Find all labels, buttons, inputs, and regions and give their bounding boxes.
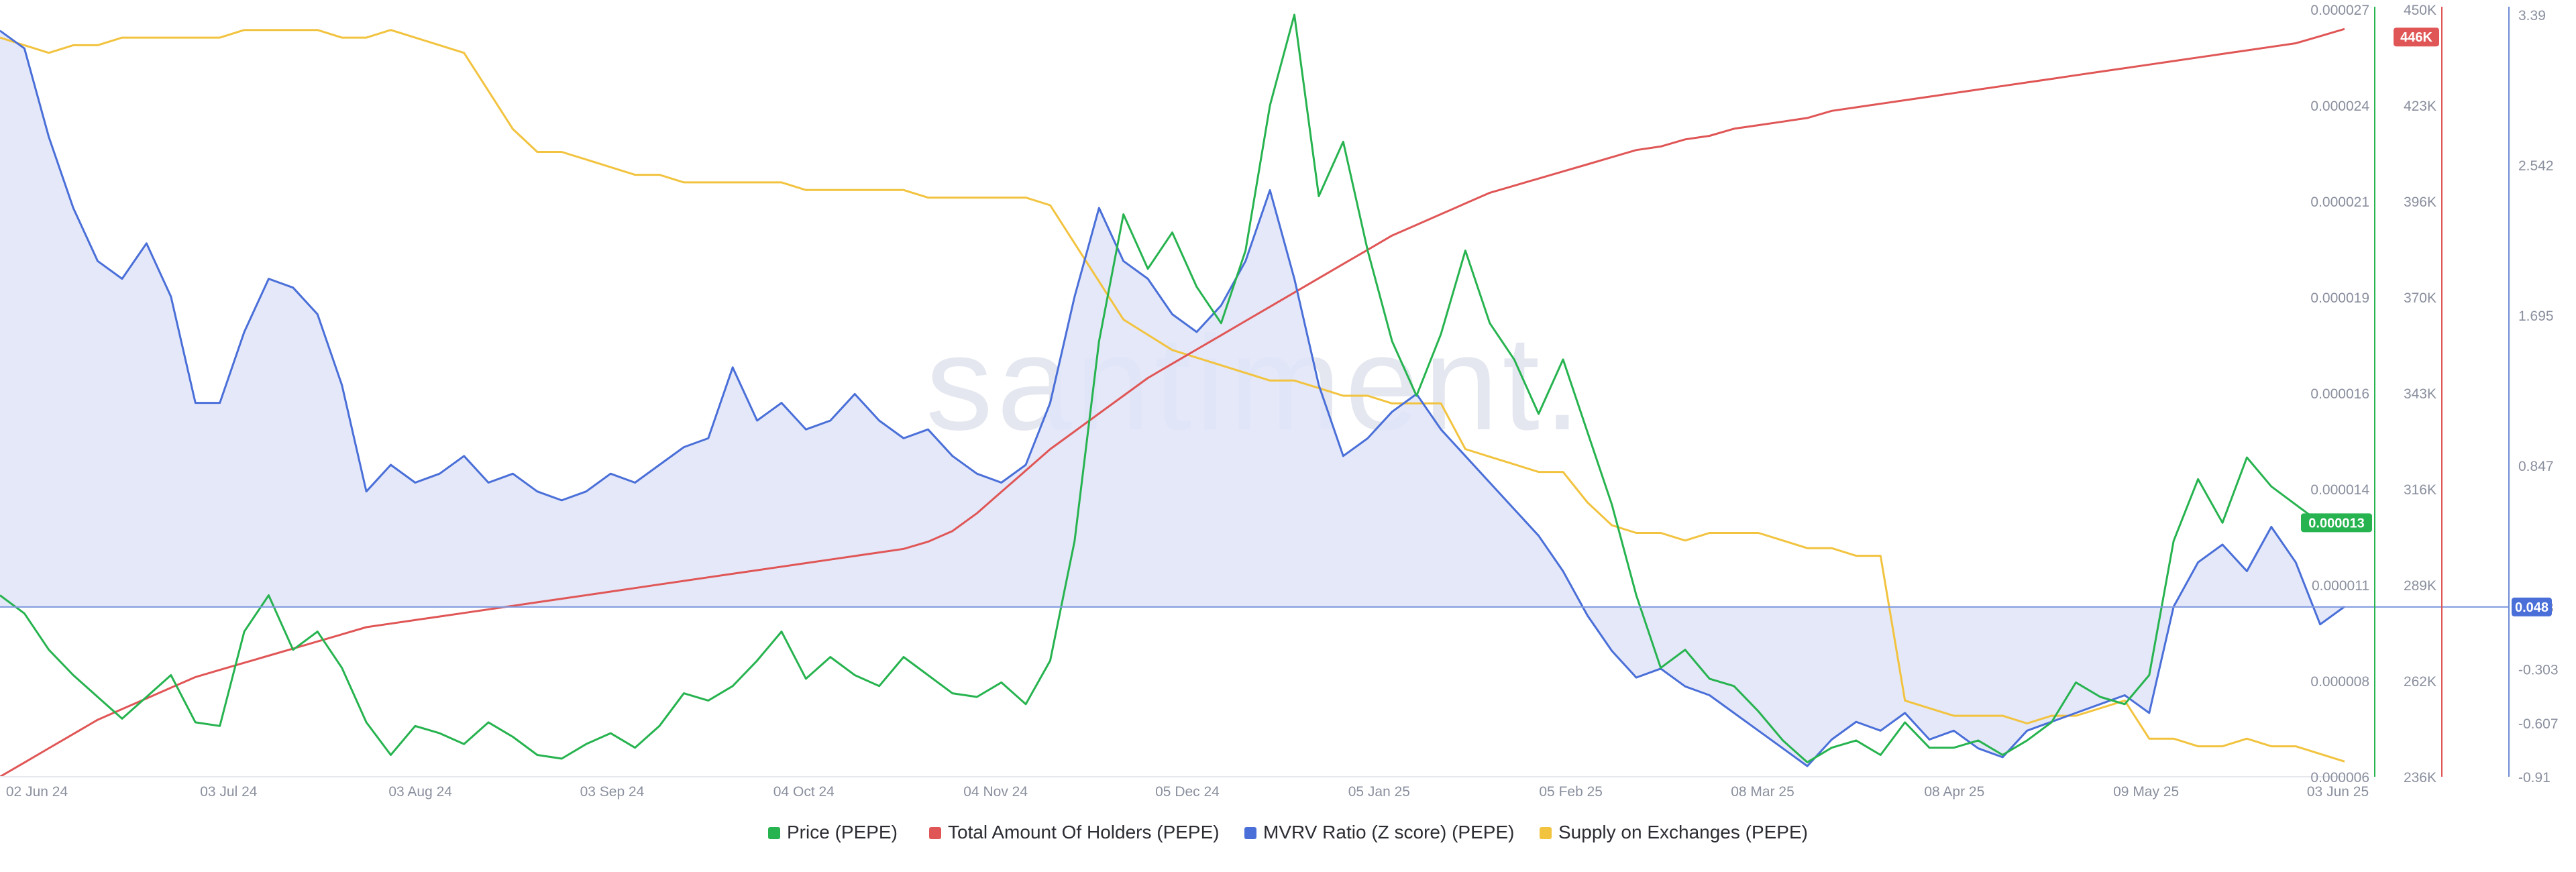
holders-tick-label: 370K <box>2404 290 2436 306</box>
price-tick-label: 0.000014 <box>2310 482 2369 498</box>
mvrv-tick-label: 2.542 <box>2518 158 2554 174</box>
price-current-badge-text: 0.000013 <box>2308 516 2364 531</box>
legend-label: Supply on Exchanges (PEPE) <box>1558 822 1808 842</box>
mvrv-area-layer <box>0 30 2345 767</box>
mvrv-tick-label: -0.607 <box>2518 716 2559 732</box>
x-tick-label: 03 Jul 24 <box>200 784 258 800</box>
legend-label: Price (PEPE) <box>787 822 898 842</box>
price-tick-label: 0.000021 <box>2310 195 2369 210</box>
price-tick-label: 0.000027 <box>2310 3 2369 18</box>
x-tick-label: 04 Nov 24 <box>963 784 1028 800</box>
legend-item[interactable]: Supply on Exchanges (PEPE) <box>1540 822 1808 842</box>
price-current-badge-bg <box>2301 513 2372 533</box>
legend-item[interactable]: MVRV Ratio (Z score) (PEPE) <box>1244 822 1514 842</box>
price-current-badge: 0.000013 <box>2301 513 2372 533</box>
mvrv-tick-label: -0.303 <box>2518 663 2559 678</box>
x-tick-label: 03 Sep 24 <box>580 784 645 800</box>
legend[interactable]: Price (PEPE) Total Amount Of Holders (PEP… <box>768 822 1808 842</box>
x-tick-label: 05 Jan 25 <box>1348 784 1410 800</box>
series-line <box>0 30 2345 767</box>
price-tick-label: 0.000006 <box>2310 770 2369 785</box>
holders-tick-label: 262K <box>2404 674 2436 690</box>
price-tick-label: 0.000008 <box>2310 674 2369 690</box>
price-tick-label: 0.000016 <box>2310 386 2369 402</box>
series-line <box>0 28 2345 778</box>
x-tick-label: 03 Jun 25 <box>2307 784 2369 800</box>
price-tick-label: 0.000011 <box>2312 578 2369 594</box>
legend-swatch <box>929 827 941 839</box>
holders-current-badge: 446K <box>2394 28 2439 47</box>
legend-item[interactable]: Price (PEPE) <box>768 822 898 842</box>
legend-label: MVRV Ratio (Z score) (PEPE) <box>1263 822 1514 842</box>
x-tick-label: 04 Oct 24 <box>773 784 835 800</box>
mvrv-area-fill <box>0 30 2345 767</box>
x-tick-label: 02 Jun 24 <box>6 784 68 800</box>
series-line <box>0 13 2345 763</box>
holders-tick-label: 343K <box>2404 386 2436 402</box>
legend-label: Total Amount Of Holders (PEPE) <box>948 822 1220 842</box>
x-tick-label: 05 Feb 25 <box>1539 784 1603 800</box>
price-tick-label: 0.000024 <box>2310 99 2369 114</box>
legend-swatch <box>1244 827 1256 839</box>
x-tick-label: 08 Apr 25 <box>1924 784 1984 800</box>
holders-tick-label: 236K <box>2404 770 2436 785</box>
x-axis-labels: 02 Jun 24 03 Jul 24 03 Aug 24 03 Sep 24 04 O… <box>6 784 2369 800</box>
series-layer <box>0 13 2345 778</box>
x-tick-label: 05 Dec 24 <box>1155 784 1220 800</box>
holders-tick-label: 396K <box>2404 195 2436 210</box>
holders-current-badge-bg <box>2394 28 2439 47</box>
mvrv-current-badge: 0.048 <box>2512 597 2552 616</box>
mvrv-tick-label: -0.91 <box>2518 770 2551 785</box>
mvrv-current-badge-text: 0.048 <box>2515 600 2548 615</box>
mvrv-current-badge-bg <box>2512 597 2552 616</box>
x-tick-label: 09 May 25 <box>2113 784 2179 800</box>
legend-swatch <box>1540 827 1552 839</box>
holders-tick-label: 289K <box>2404 578 2436 594</box>
holders-tick-label: 423K <box>2404 99 2436 114</box>
price-tick-label: 0.000019 <box>2310 290 2369 306</box>
axes-layer: 0.000027 0.000024 0.000021 0.000019 0.000016… <box>0 3 2559 785</box>
series-line <box>0 29 2345 763</box>
mvrv-tick-label: 0.847 <box>2518 459 2554 474</box>
legend-swatch <box>768 827 780 839</box>
x-tick-label: 08 Mar 25 <box>1731 784 1794 800</box>
x-tick-label: 03 Aug 24 <box>388 784 452 800</box>
mvrv-tick-label: 1.695 <box>2518 309 2554 324</box>
legend-item[interactable]: Total Amount Of Holders (PEPE) <box>929 822 1220 842</box>
holders-tick-label: 450K <box>2404 3 2436 18</box>
holders-current-badge-text: 446K <box>2400 30 2432 45</box>
holders-tick-label: 316K <box>2404 482 2436 498</box>
mvrv-tick-label: 3.39 <box>2518 8 2546 23</box>
